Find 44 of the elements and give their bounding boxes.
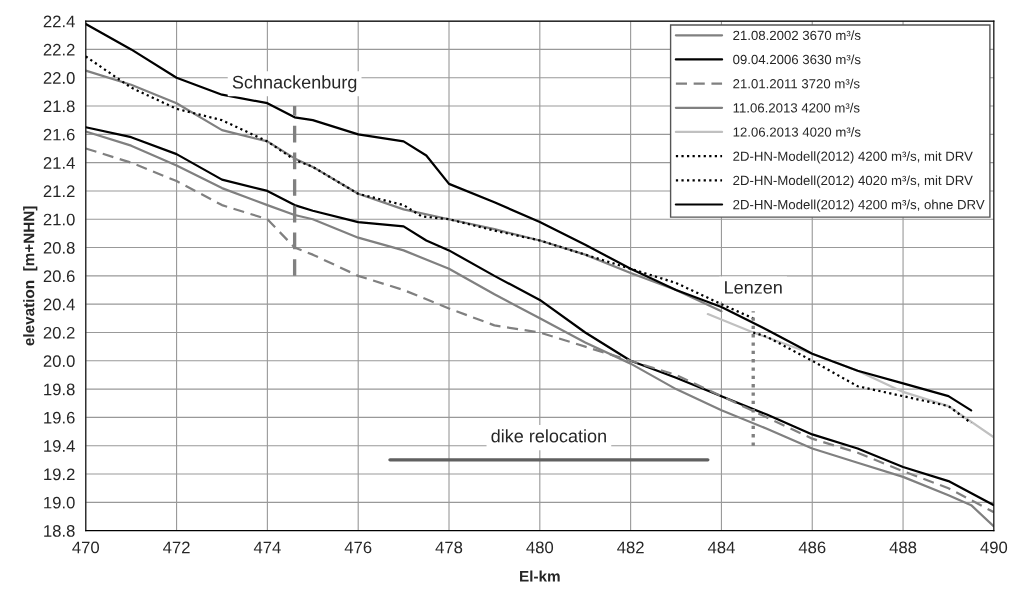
legend-label: 2D-HN-Modell(2012) 4200 m³/s, mit DRV [733, 151, 973, 164]
y-tick-label: 19.4 [44, 440, 75, 452]
y-tick-label: 22.0 [43, 72, 75, 84]
y-tick-label: 20.6 [43, 270, 75, 283]
y-tick-label: 21.0 [43, 213, 75, 226]
annotation: Schnackenburg [232, 75, 357, 93]
x-tick-label: 472 [163, 541, 190, 554]
legend-label: 12.06.2013 4020 m³/s [733, 127, 861, 137]
annotation: Lenzen [725, 281, 782, 294]
legend-label: 09.04.2006 3630 m³/s [733, 54, 861, 65]
x-tick-label: 484 [707, 541, 735, 554]
annotation: dike relocation [491, 429, 606, 443]
x-tick-label: 482 [617, 541, 644, 554]
x-tick-label: 470 [72, 541, 100, 554]
y-tick-label: 19.2 [44, 468, 75, 481]
y-tick-label: 19.6 [44, 411, 75, 424]
y-tick-label: 22.2 [43, 43, 75, 56]
legend-label: 11.06.2013 4200 m³/s [733, 102, 860, 113]
legend-label: 21.01.2011 3720 m³/s [733, 78, 860, 89]
y-tick-label: 19.8 [44, 383, 75, 396]
x-tick-label: 488 [889, 541, 917, 554]
y-tick-label: 20.4 [43, 298, 75, 311]
y-tick-label: 21.8 [43, 100, 75, 113]
x-tick-label: 478 [435, 541, 463, 554]
x-axis-title: El-km [520, 570, 560, 582]
x-tick-label: 474 [253, 541, 281, 554]
y-tick-label: 19.0 [44, 496, 75, 509]
line-series [752, 331, 973, 425]
x-tick-label: 486 [798, 541, 826, 554]
y-tick-label: 21.2 [43, 185, 75, 197]
y-tick-label: 20.0 [43, 355, 75, 367]
legend-label: 2D-HN-Modell(2012) 4020 m³/s, mit DRV [733, 175, 973, 188]
legend-label: 2D-HN-Modell(2012) 4200 m³/s, ohne DRV [733, 199, 985, 212]
y-tick-label: 21.4 [43, 157, 75, 169]
y-tick-label: 21.6 [43, 128, 75, 141]
y-tick-label: 20.2 [43, 326, 75, 339]
y-tick-label: 20.8 [43, 241, 75, 254]
legend-label: 21.08.2002 3670 m³/s [733, 30, 861, 41]
y-axis-title: elevation [m+NHN] [23, 206, 38, 346]
x-tick-label: 476 [344, 541, 372, 554]
y-tick-label: 18.8 [44, 525, 75, 537]
x-tick-label: 480 [526, 541, 554, 554]
x-tick-label: 490 [980, 541, 1008, 554]
y-tick-label: 22.4 [43, 15, 75, 28]
